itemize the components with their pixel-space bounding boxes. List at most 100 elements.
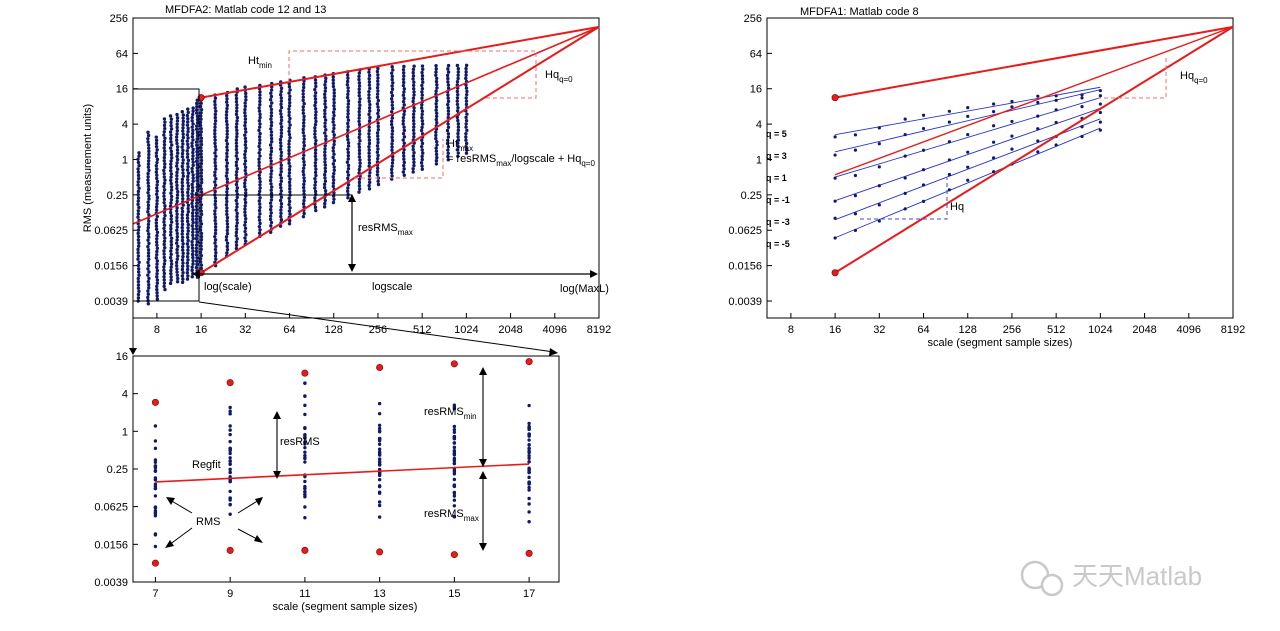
rms-point — [323, 169, 328, 174]
q-labels: q = 5q = 3q = 1q = -1q = -3q = -5 — [766, 129, 790, 249]
rms-point — [136, 247, 140, 252]
rms-point — [279, 176, 283, 180]
x-ticks-mfdfa2: 8 16 32 64 128 256 512 1024 2048 4096 8192 — [154, 313, 611, 336]
rms-point — [411, 112, 416, 116]
zoom-connector-right — [198, 301, 555, 353]
rms-arrow-1 — [169, 499, 193, 514]
q-label: q = -5 — [766, 239, 790, 249]
rms-point — [163, 204, 167, 208]
rms-point — [332, 88, 336, 92]
rms-point — [163, 162, 167, 166]
rms-point — [234, 198, 238, 203]
rms-point — [146, 232, 151, 236]
rms-point — [162, 168, 166, 173]
rms-point — [390, 65, 394, 69]
rms-point — [446, 106, 450, 110]
rms-point — [190, 182, 194, 187]
rms-point — [199, 209, 203, 213]
rms-point — [332, 97, 336, 102]
rms-point — [390, 138, 395, 143]
rms-point — [302, 137, 306, 141]
rms-point — [346, 186, 350, 190]
x-tick-label: 13 — [374, 588, 386, 600]
rms-point — [190, 144, 194, 148]
rms-point — [288, 136, 292, 140]
rms-point — [195, 166, 199, 170]
rms-point — [225, 97, 229, 101]
rms-point — [257, 141, 262, 145]
q-point — [877, 219, 881, 223]
rms-point — [269, 127, 273, 131]
rms-point — [434, 73, 438, 77]
rms-point — [302, 85, 306, 90]
rms-point — [452, 494, 457, 498]
rms-point — [357, 129, 362, 133]
y-tick-label: 0.25 — [107, 190, 128, 202]
rms-point — [390, 100, 394, 104]
rms-point — [136, 276, 140, 281]
fit-line-upper — [200, 25, 600, 99]
rms-point — [180, 219, 184, 223]
rms-point — [162, 139, 167, 144]
rms-point — [420, 90, 424, 94]
rms-point — [186, 142, 190, 147]
rms-point — [146, 292, 151, 296]
rms-point — [435, 86, 439, 90]
rms-point — [244, 98, 248, 102]
rms-point — [162, 142, 167, 147]
rms-point — [452, 445, 457, 450]
rms-point — [169, 220, 174, 224]
rms-point — [446, 135, 451, 139]
rms-point — [323, 108, 327, 113]
x-axis-label-zoom: scale (segment sample sizes) — [273, 601, 418, 613]
rms-point — [195, 117, 200, 122]
q-point — [903, 117, 907, 121]
rms-point — [279, 208, 283, 212]
rms-point — [155, 195, 160, 200]
rms-point — [181, 161, 185, 165]
rms-point — [358, 97, 362, 101]
rms-point — [357, 71, 362, 75]
rms-point — [279, 112, 283, 116]
rms-point — [191, 160, 195, 164]
x-axis-label-mfdfa1: scale (segment sample sizes) — [928, 337, 1073, 349]
rms-point — [186, 203, 191, 208]
rms-point — [390, 87, 395, 91]
rms-point — [180, 216, 184, 220]
rms-point — [303, 456, 307, 461]
rms-point — [199, 158, 204, 163]
rms-point — [162, 175, 167, 179]
rms-point — [268, 201, 273, 205]
rms-point — [332, 94, 336, 98]
rms-point — [155, 246, 160, 250]
rms-point — [199, 161, 204, 166]
rms-point — [153, 469, 158, 473]
rms-point — [146, 130, 150, 135]
rms-point — [434, 133, 438, 138]
rms-point — [419, 106, 424, 110]
rms-point — [195, 175, 199, 180]
x-tick-label: 8 — [154, 324, 160, 336]
rms-point — [269, 88, 274, 92]
rms-point — [323, 102, 327, 106]
rms-point — [258, 115, 262, 120]
rms-point — [455, 80, 460, 84]
rms-point — [464, 70, 468, 74]
rms-point — [169, 223, 173, 228]
rms-point — [235, 122, 239, 126]
rms-point — [234, 170, 239, 174]
rms-point — [175, 280, 180, 284]
rms-point — [181, 261, 185, 265]
rms-point — [180, 225, 184, 230]
rms-point — [186, 181, 190, 185]
rms-point — [446, 86, 451, 91]
rms-point — [194, 217, 199, 222]
rms-point — [162, 262, 167, 266]
rms-point — [155, 198, 159, 203]
rms-point — [181, 254, 185, 259]
rms-point — [434, 136, 438, 141]
rms-point — [199, 107, 204, 112]
rms-point — [456, 131, 460, 136]
rms-point — [181, 196, 185, 201]
